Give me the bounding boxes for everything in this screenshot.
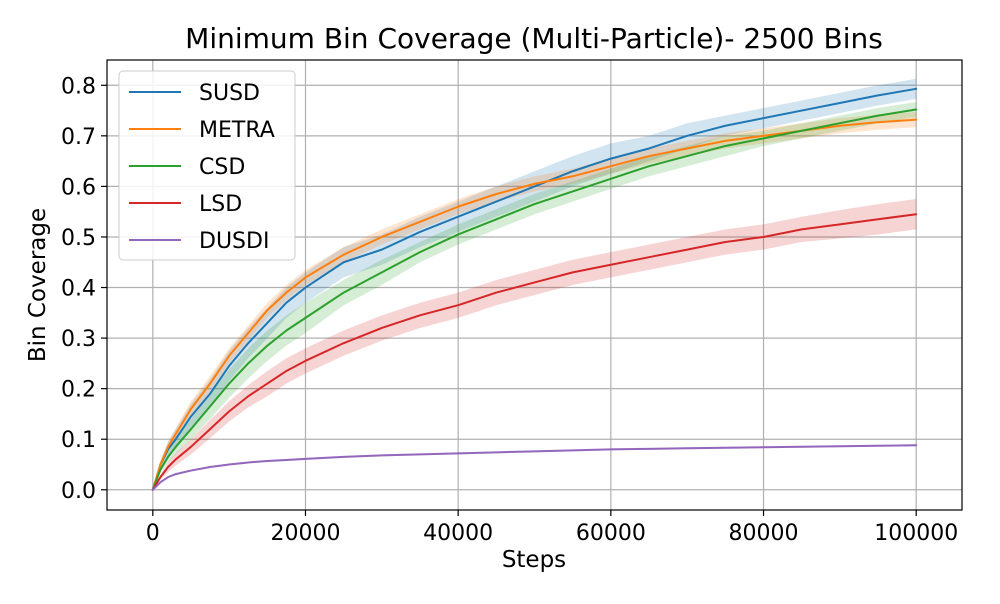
legend-box: [118, 70, 296, 261]
legend-label-csd: CSD: [199, 155, 245, 180]
band-lsd: [152, 199, 917, 490]
plot-area-frame: [106, 59, 963, 511]
legend-label-metra: METRA: [199, 118, 275, 143]
chart-title: Minimum Bin Coverage (Multi-Particle)- 2…: [185, 22, 883, 55]
x-tick-label: 0: [146, 521, 160, 546]
y-tick-label: 0.1: [61, 428, 96, 453]
y-tick-label: 0.0: [61, 479, 96, 504]
line-lsd: [151, 213, 918, 491]
y-tick-label: 0.3: [61, 327, 96, 352]
y-tick-label: 0.4: [61, 277, 96, 302]
band-susd: [152, 78, 917, 490]
line-csd: [151, 108, 918, 491]
x-tick-label: 100000: [874, 521, 958, 546]
x-tick-label: 80000: [729, 521, 799, 546]
y-tick-label: 0.2: [61, 378, 96, 403]
y-tick-label: 0.7: [61, 125, 96, 150]
band-metra: [152, 112, 917, 490]
y-tick-label: 0.6: [61, 175, 96, 200]
legend: SUSD METRA CSD LSD DUSDI: [118, 70, 296, 261]
x-tick-label: 20000: [270, 521, 340, 546]
legend-label-dusdi: DUSDI: [199, 229, 269, 254]
confidence-bands: [152, 78, 917, 490]
series-lines: [151, 87, 918, 491]
legend-label-lsd: LSD: [199, 192, 242, 217]
legend-label-susd: SUSD: [199, 81, 260, 106]
axis-ticks: 0 20000 40000 60000 80000 100000 0.0 0.1 0.2 0.3 0…: [61, 74, 958, 546]
line-susd: [151, 87, 918, 491]
y-axis-label: Bin Coverage: [25, 208, 51, 362]
y-tick-label: 0.5: [61, 226, 96, 251]
line-metra: [151, 118, 918, 491]
line-dusdi: [151, 444, 918, 491]
x-tick-label: 60000: [576, 521, 646, 546]
x-axis-label: Steps: [502, 547, 566, 573]
y-tick-label: 0.8: [61, 74, 96, 99]
legend-items: SUSD METRA CSD LSD DUSDI: [129, 81, 275, 254]
x-tick-label: 40000: [423, 521, 493, 546]
